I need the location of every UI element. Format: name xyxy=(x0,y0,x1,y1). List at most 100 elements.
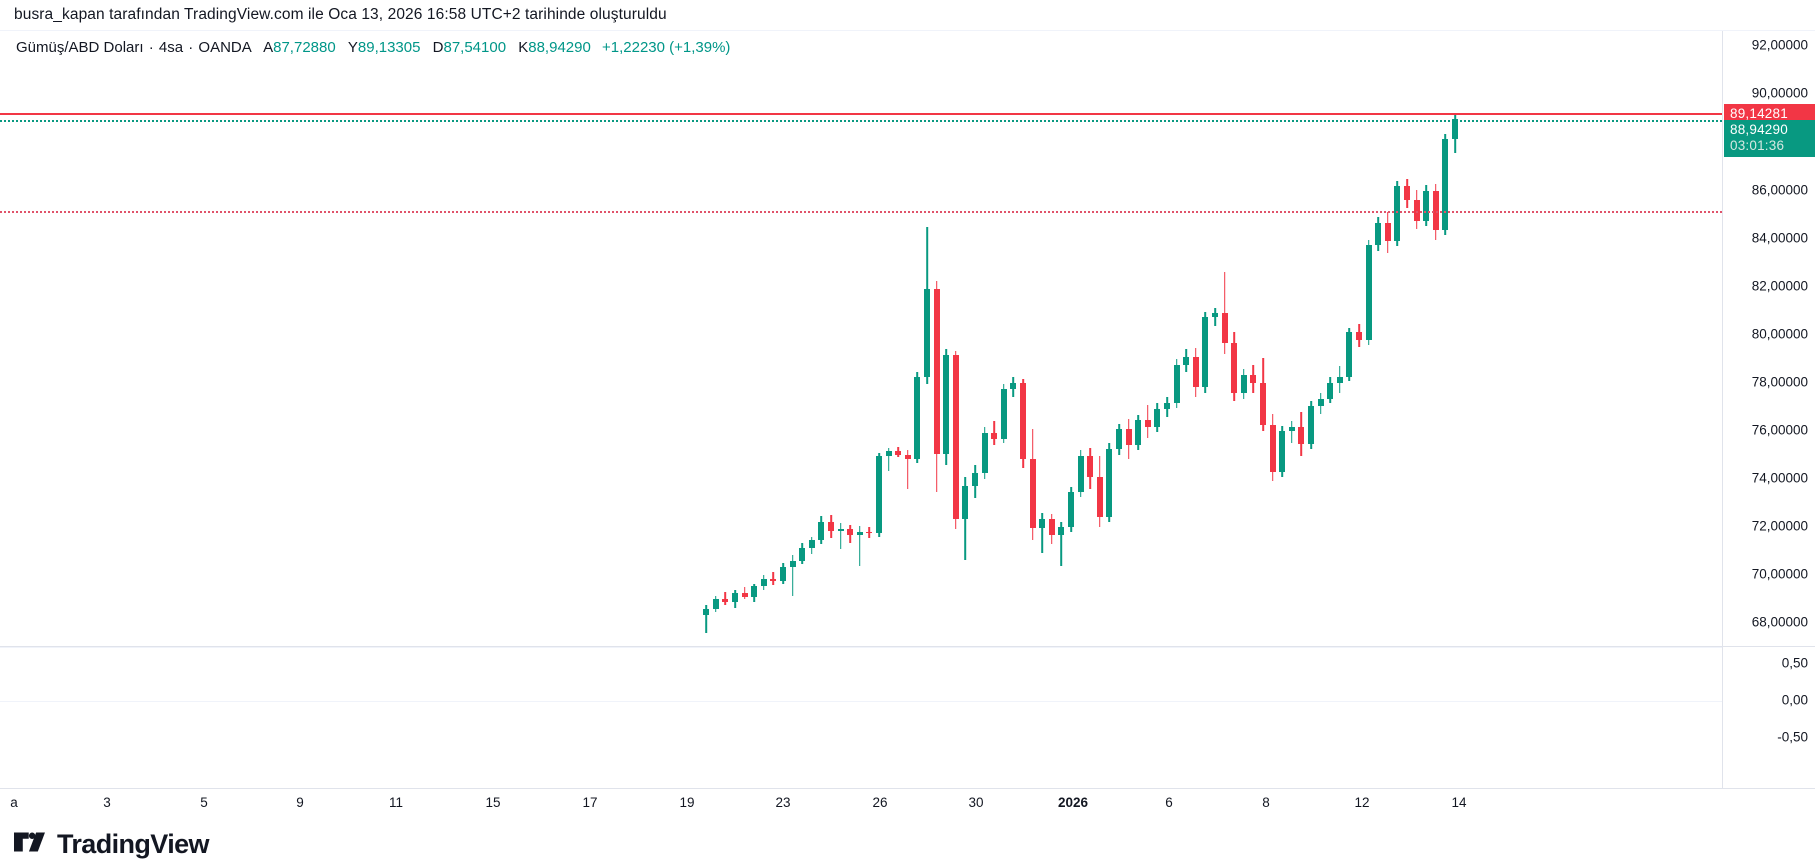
candle xyxy=(1039,31,1046,646)
candle-body xyxy=(962,486,969,519)
time-tick: 17 xyxy=(582,795,598,810)
price-tick: 72,00000 xyxy=(1751,518,1808,534)
candle-body xyxy=(1365,244,1372,340)
time-tick: a xyxy=(10,795,18,810)
candle xyxy=(1087,31,1094,646)
candle-body xyxy=(1317,398,1324,406)
candle-body xyxy=(741,593,748,597)
time-axis[interactable]: a 3 5 9 11 15 17 19 23 26 30 2026 6 8 12 14 xyxy=(0,788,1815,820)
price-axis[interactable]: 92,0000090,0000088,0000086,0000084,00000… xyxy=(1722,31,1815,789)
price-tick: 84,00000 xyxy=(1751,230,1808,246)
candle-body xyxy=(1010,382,1017,389)
time-tick: 6 xyxy=(1165,795,1173,810)
ask-price-tag[interactable]: 89,14281 xyxy=(1724,104,1815,124)
candle-body xyxy=(1375,223,1382,245)
chart-legend[interactable]: Gümüş/ABD Doları · 4sa · OANDA A87,72880… xyxy=(16,38,730,58)
time-tick: 3 xyxy=(103,795,111,810)
candle xyxy=(1336,31,1343,646)
legend-open-value: 87,72880 xyxy=(273,39,336,56)
candle xyxy=(895,31,902,646)
last-price-tag[interactable]: 88,94290 03:01:36 xyxy=(1724,119,1815,157)
candle-body xyxy=(731,593,739,602)
candle-wick xyxy=(906,450,909,489)
bar-countdown: 03:01:36 xyxy=(1730,137,1785,153)
candle-body xyxy=(1029,458,1036,529)
candle-body xyxy=(1019,382,1027,459)
candle-wick xyxy=(1060,522,1063,566)
legend-open: A87,72880 xyxy=(263,39,336,56)
candle xyxy=(731,31,739,646)
candle-wick xyxy=(887,447,890,471)
candle-body xyxy=(971,473,979,487)
candle xyxy=(1010,31,1017,646)
candle-body xyxy=(1077,456,1084,493)
legend-low: D87,54100 xyxy=(433,39,506,56)
candle-body xyxy=(1173,364,1180,404)
candle xyxy=(1000,31,1007,646)
candle-body xyxy=(1106,449,1113,518)
candle-body xyxy=(991,433,998,440)
candle xyxy=(741,31,748,646)
candle xyxy=(952,31,959,646)
time-tick: 11 xyxy=(388,795,404,810)
candle-body xyxy=(904,455,911,459)
chart-frame[interactable]: Gümüş/ABD Doları · 4sa · OANDA A87,72880… xyxy=(0,30,1815,789)
candle-body xyxy=(1279,430,1286,472)
pane-divider[interactable] xyxy=(0,646,1815,647)
candle-body xyxy=(943,355,950,454)
legend-high: Y89,13305 xyxy=(348,39,421,56)
candle xyxy=(1269,31,1276,646)
legend-low-value: 87,54100 xyxy=(443,39,507,56)
time-tick: 19 xyxy=(679,795,695,810)
tradingview-wordmark: TradingView xyxy=(57,828,210,859)
candle-body xyxy=(1307,405,1315,445)
candle xyxy=(827,31,835,646)
candle-wick xyxy=(1214,308,1216,327)
candle-body xyxy=(1096,476,1103,518)
candle xyxy=(1221,31,1228,646)
candle xyxy=(779,31,787,646)
candle xyxy=(808,31,815,646)
candle xyxy=(1231,31,1238,646)
legend-symbol[interactable]: Gümüş/ABD Doları xyxy=(16,39,144,56)
candle xyxy=(1365,31,1372,646)
candle-body xyxy=(808,540,815,548)
candle-body xyxy=(856,531,863,536)
candle-body xyxy=(1221,313,1228,344)
candle-body xyxy=(779,566,787,582)
candle-body xyxy=(1058,527,1065,536)
sub-pane-tick: 0,00 xyxy=(1781,692,1808,708)
price-tick: 80,00000 xyxy=(1751,326,1808,342)
legend-interval[interactable]: 4sa xyxy=(158,39,184,56)
alert-price-line[interactable] xyxy=(0,211,1722,214)
candle-body xyxy=(1000,388,1007,440)
candle xyxy=(875,31,883,646)
candle-wick xyxy=(1290,421,1293,443)
candle-body xyxy=(866,531,873,534)
candle xyxy=(981,31,988,646)
candle-wick xyxy=(1041,512,1043,554)
candle-body xyxy=(1087,456,1094,477)
candle xyxy=(1058,31,1065,646)
candle-body xyxy=(1135,420,1142,446)
candle-body xyxy=(914,376,921,459)
candle-body xyxy=(1202,316,1209,387)
main-price-pane[interactable] xyxy=(0,31,1722,646)
candle xyxy=(712,31,719,646)
candle xyxy=(1451,31,1459,646)
candle xyxy=(1183,31,1190,646)
ask-price-line[interactable] xyxy=(0,113,1722,116)
candle xyxy=(1135,31,1142,646)
candle xyxy=(991,31,998,646)
candle-body xyxy=(885,451,892,457)
candle-body xyxy=(1231,343,1238,393)
price-tick: 82,00000 xyxy=(1751,278,1808,294)
secondary-pane[interactable] xyxy=(0,647,1722,768)
time-tick: 5 xyxy=(200,795,208,810)
candle-body xyxy=(1413,200,1420,221)
last-price-line[interactable] xyxy=(0,119,1722,122)
candle-body xyxy=(1259,382,1267,425)
candle xyxy=(1077,31,1084,646)
candle xyxy=(1346,31,1353,646)
